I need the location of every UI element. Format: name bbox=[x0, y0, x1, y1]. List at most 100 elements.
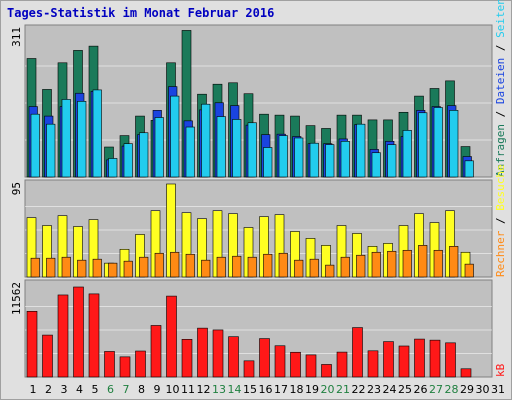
bar-kb bbox=[398, 345, 410, 378]
bar-kb bbox=[57, 294, 69, 378]
bar-kb bbox=[305, 354, 317, 378]
bar-kb bbox=[181, 339, 193, 378]
bar-kb bbox=[42, 334, 53, 378]
bar-seiten bbox=[30, 113, 40, 178]
bar-rechner bbox=[340, 256, 350, 278]
bar-rechner bbox=[216, 256, 226, 278]
legend-top: Anfragen / Dateien / Seiten bbox=[494, 0, 507, 177]
bar-kb bbox=[88, 293, 100, 378]
bar-seiten bbox=[464, 160, 474, 178]
bar-rechner bbox=[433, 249, 443, 278]
x-tick-label: 16 bbox=[259, 383, 273, 396]
x-tick-label: 29 bbox=[460, 383, 474, 396]
x-tick-label: 6 bbox=[107, 383, 114, 396]
bar-seiten bbox=[263, 147, 273, 178]
plot-area-middle bbox=[24, 179, 493, 278]
x-tick-label: 14 bbox=[228, 383, 242, 396]
legend-entry: Rechner bbox=[494, 230, 507, 277]
bar-seiten bbox=[387, 144, 397, 178]
bar-rechner bbox=[356, 254, 366, 278]
bar-kb bbox=[166, 295, 177, 378]
bar-kb bbox=[383, 341, 394, 378]
x-tick-label: 8 bbox=[138, 383, 145, 396]
bar-kb bbox=[460, 368, 472, 378]
chart-title: Tages-Statistik im Monat Februar 2016 bbox=[7, 6, 275, 20]
bar-kb bbox=[414, 338, 425, 378]
bar-rechner bbox=[309, 258, 319, 278]
bar-kb bbox=[26, 311, 38, 378]
bar-seiten bbox=[185, 126, 195, 178]
legend-bottom: kB bbox=[494, 363, 507, 377]
bar-rechner bbox=[464, 263, 474, 278]
bar-kb bbox=[197, 327, 208, 378]
bar-rechner bbox=[108, 262, 118, 278]
legend-middle: Rechner / Besuche bbox=[494, 164, 507, 277]
bar-rechner bbox=[139, 256, 149, 278]
bar-seiten bbox=[139, 132, 149, 178]
bar-seiten bbox=[154, 117, 164, 178]
bar-rechner bbox=[77, 259, 87, 278]
bar-seiten bbox=[309, 142, 319, 178]
x-tick-label: 19 bbox=[305, 383, 319, 396]
bar-seiten bbox=[340, 141, 350, 178]
bar-kb bbox=[212, 329, 224, 378]
bar-seiten bbox=[46, 123, 56, 178]
x-tick-label: 15 bbox=[243, 383, 257, 396]
bar-rechner bbox=[294, 259, 304, 278]
bar-rechner bbox=[201, 259, 211, 278]
bar-seiten bbox=[123, 143, 133, 178]
legend-separator: / bbox=[494, 38, 507, 58]
x-tick-label: 20 bbox=[321, 383, 335, 396]
bar-rechner bbox=[247, 256, 257, 278]
x-tick-label: 1 bbox=[30, 383, 37, 396]
bar-kb bbox=[119, 356, 131, 378]
bar-seiten bbox=[170, 95, 180, 178]
x-tick-label: 22 bbox=[352, 383, 366, 396]
bar-seiten bbox=[77, 101, 87, 178]
bar-seiten bbox=[356, 123, 366, 178]
x-tick-label: 30 bbox=[476, 383, 490, 396]
bar-seiten bbox=[418, 112, 428, 178]
bar-seiten bbox=[216, 116, 226, 178]
bar-rechner bbox=[278, 252, 288, 278]
bar-seiten bbox=[294, 137, 304, 178]
x-tick-label: 13 bbox=[212, 383, 226, 396]
legend-entry: Seiten bbox=[494, 0, 507, 38]
bar-rechner bbox=[387, 250, 397, 278]
bar-seiten bbox=[92, 89, 102, 178]
legend-entry: Anfragen bbox=[494, 124, 507, 177]
x-tick-label: 2 bbox=[45, 383, 52, 396]
bar-rechner bbox=[30, 257, 40, 278]
bar-kb bbox=[135, 350, 146, 378]
bar-seiten bbox=[247, 122, 257, 178]
x-tick-label: 25 bbox=[398, 383, 412, 396]
bar-kb bbox=[336, 351, 348, 378]
bar-rechner bbox=[92, 258, 102, 278]
bar-seiten bbox=[108, 158, 118, 178]
legend-entry: Dateien bbox=[494, 58, 507, 104]
bar-rechner bbox=[232, 255, 242, 278]
bar-seiten bbox=[278, 135, 288, 178]
x-tick-label: 23 bbox=[367, 383, 381, 396]
bar-seiten bbox=[232, 119, 242, 178]
bar-kb bbox=[274, 345, 286, 378]
x-tick-label: 17 bbox=[274, 383, 288, 396]
bar-rechner bbox=[402, 249, 412, 278]
bar-kb bbox=[243, 360, 255, 378]
x-tick-label: 26 bbox=[414, 383, 428, 396]
legend-separator: / bbox=[494, 211, 507, 231]
legend-entry: kB bbox=[494, 363, 507, 377]
x-tick-label: 11 bbox=[181, 383, 195, 396]
bar-kb bbox=[367, 350, 379, 378]
bar-rechner bbox=[170, 251, 180, 278]
y-max-label-middle: 95 bbox=[10, 182, 23, 195]
legend-separator: / bbox=[494, 104, 507, 124]
x-tick-label: 7 bbox=[123, 383, 130, 396]
x-tick-label: 12 bbox=[197, 383, 211, 396]
bar-kb bbox=[352, 327, 363, 378]
plot-area-bottom bbox=[24, 279, 493, 378]
bar-kb bbox=[228, 336, 239, 378]
bar-kb bbox=[445, 342, 456, 378]
bar-kb bbox=[290, 351, 301, 378]
x-tick-label: 27 bbox=[429, 383, 443, 396]
